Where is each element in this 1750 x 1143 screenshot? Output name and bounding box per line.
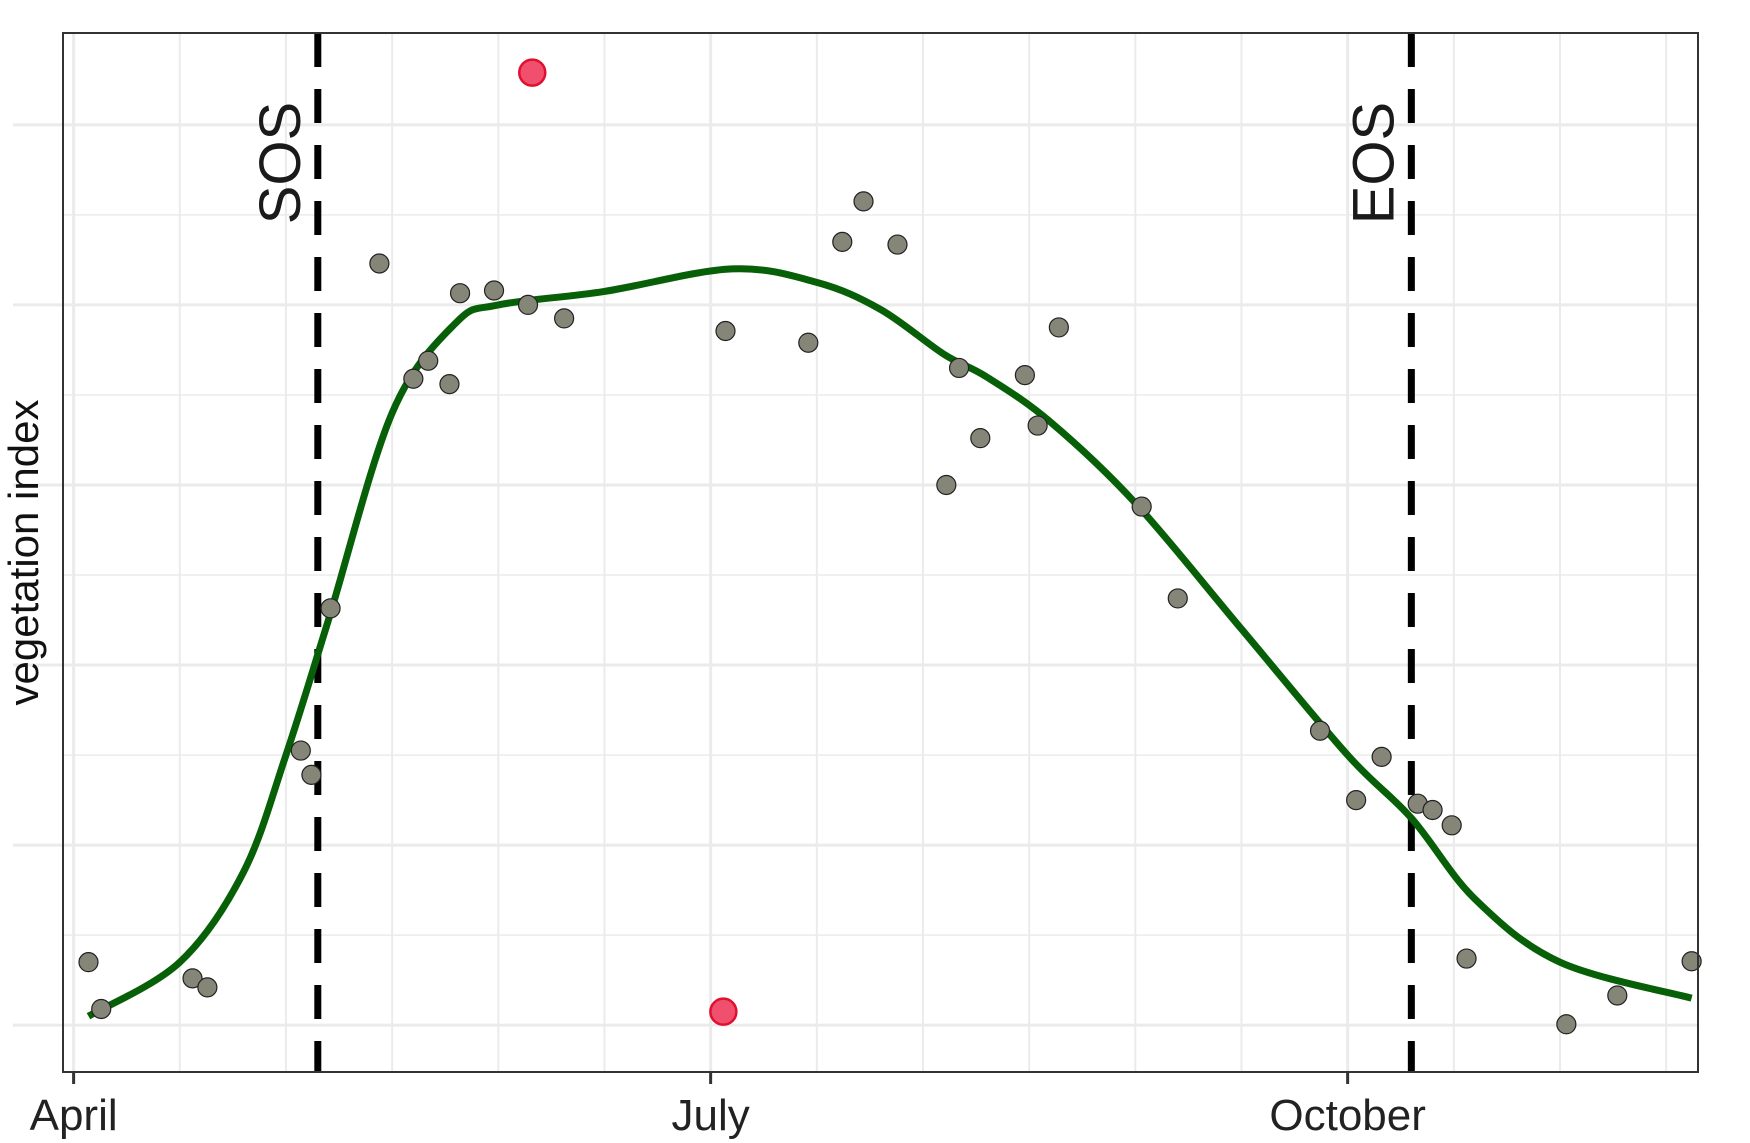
data-point <box>948 357 970 379</box>
data-point <box>936 474 957 496</box>
data-point <box>1167 588 1188 609</box>
data-point <box>1027 415 1048 436</box>
data-point <box>301 764 322 785</box>
data-point <box>78 952 99 973</box>
data-point <box>1346 789 1367 811</box>
data-point <box>1309 720 1331 741</box>
data-point <box>1422 799 1443 821</box>
data-point <box>1371 746 1392 767</box>
data-point <box>91 998 112 1020</box>
fitted-curve <box>86 265 1693 1020</box>
fitted-curve-layer <box>86 265 1693 1020</box>
outlier-point <box>709 997 738 1026</box>
x-tick-label: October <box>1269 1091 1426 1140</box>
x-axis: April July October <box>30 1072 1426 1140</box>
data-point <box>483 280 505 301</box>
data-point <box>1556 1014 1577 1035</box>
data-point <box>517 294 539 316</box>
data-point <box>832 231 853 252</box>
data-point <box>439 374 460 395</box>
data-point <box>1607 985 1628 1006</box>
data-point <box>853 191 874 212</box>
data-point <box>887 234 908 255</box>
data-point <box>798 332 819 353</box>
data-point <box>1131 496 1152 517</box>
x-tick-label: April <box>30 1091 118 1140</box>
data-points-layer <box>78 58 1702 1035</box>
data-point <box>1456 948 1477 969</box>
data-point <box>290 740 311 761</box>
data-point <box>182 968 203 989</box>
grid-layer <box>13 33 1698 1072</box>
data-point <box>403 368 424 389</box>
y-axis-title: vegetation index <box>0 400 47 706</box>
data-point <box>449 283 471 304</box>
data-point <box>554 308 575 329</box>
outlier-point <box>518 58 547 87</box>
data-point <box>1048 317 1069 338</box>
data-point <box>320 598 341 619</box>
data-point <box>418 350 439 371</box>
data-point <box>715 320 736 342</box>
marker-label-sos: SOS <box>248 102 313 225</box>
phenology-markers: SOS EOS <box>248 33 1415 1072</box>
data-point <box>1681 951 1702 972</box>
data-point <box>970 428 991 449</box>
data-point <box>369 253 390 274</box>
panel-border <box>62 32 1699 1073</box>
data-point <box>197 977 218 998</box>
data-point <box>1441 815 1462 836</box>
data-point <box>1014 365 1035 386</box>
x-tick-label: July <box>672 1091 750 1140</box>
marker-label-eos: EOS <box>1341 102 1406 225</box>
